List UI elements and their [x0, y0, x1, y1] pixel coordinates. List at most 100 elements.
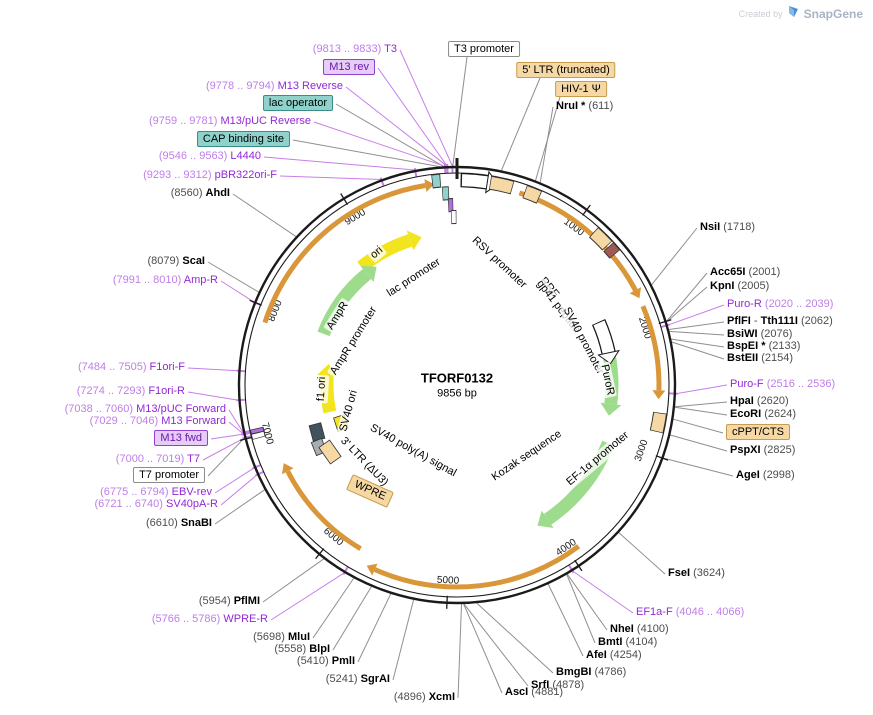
ltr3-box[interactable]: [318, 439, 342, 465]
ring-box-5-ltr-truncated[interactable]: [489, 176, 514, 194]
callout-fsei[interactable]: FseI (3624): [668, 566, 725, 581]
feature-arc-arrowhead[interactable]: [366, 563, 378, 576]
callout-lac-operator[interactable]: lac operator: [262, 95, 333, 111]
callout-nsii[interactable]: NsiI (1718): [700, 220, 755, 235]
ring-box-gp41-peptide[interactable]: [604, 243, 620, 258]
callout-nrui-pos: (611): [588, 100, 614, 112]
primer-site-mark: [254, 470, 265, 477]
callout-amp-r[interactable]: (7991 .. 8010) Amp-R: [113, 273, 218, 288]
leader-line: [262, 558, 325, 603]
tick-mark: [239, 436, 253, 442]
callout-kpni[interactable]: KpnI (2005): [710, 279, 769, 294]
callout-f1ori-f[interactable]: (7484 .. 7505) F1ori-F: [78, 360, 185, 375]
ring-box-m13-fwd-site[interactable]: [250, 427, 264, 434]
leader-line: [187, 391, 239, 401]
callout-sv40pa-r-primer: SV40pA-R: [166, 498, 218, 510]
callout-t7-promoter[interactable]: T7 promoter: [133, 467, 205, 483]
callout-m13-reverse-primer: M13 Reverse: [277, 80, 343, 92]
callout-xcmi[interactable]: (4896) XcmI: [394, 690, 455, 705]
feature-arc[interactable]: [262, 183, 426, 324]
ring-box-cap-binding-site[interactable]: [432, 174, 441, 188]
callout-t7-primer[interactable]: (7000 .. 7019) T7: [116, 452, 200, 467]
callout-agei[interactable]: AgeI (2998): [736, 468, 795, 483]
callout-acc65i-enzyme: Acc65I: [710, 266, 749, 278]
feature-arrowhead-ori[interactable]: [406, 230, 422, 251]
callout-bsiwi[interactable]: BsiWI (2076): [727, 327, 792, 342]
leader-line: [335, 103, 444, 167]
leader-line: [220, 474, 258, 506]
callout-ahdi[interactable]: (8560) AhdI: [171, 186, 230, 201]
callout-bmgbi[interactable]: BmgBI (4786): [556, 665, 626, 680]
callout-xcmi-enzyme: XcmI: [428, 691, 455, 703]
callout-cppt-cts[interactable]: cPPT/CTS: [726, 424, 790, 440]
feature-arc-arrowhead[interactable]: [281, 463, 294, 475]
callout-t3-primer[interactable]: (9813 .. 9833) T3: [313, 42, 397, 57]
callout-m13-reverse[interactable]: (9778 .. 9794) M13 Reverse: [206, 79, 343, 94]
callout-f1ori-r[interactable]: (7274 .. 7293) F1ori-R: [77, 384, 185, 399]
feature-arrowhead-puror[interactable]: [600, 402, 622, 416]
leader-line: [666, 286, 708, 323]
callout-l4440[interactable]: (9546 .. 9563) L4440: [159, 149, 261, 164]
callout-blpi[interactable]: (5558) BlpI: [274, 642, 330, 657]
callout-m13-puc-forward[interactable]: (7038 .. 7060) M13/pUC Forward: [65, 402, 226, 417]
callout-5-ltr-truncated[interactable]: 5' LTR (truncated): [516, 62, 616, 78]
callout-wpre-r[interactable]: (5766 .. 5786) WPRE-R: [152, 612, 268, 627]
callout-sv40pa-r[interactable]: (6721 .. 6740) SV40pA-R: [94, 497, 218, 512]
callout-pmli[interactable]: (5410) PmlI: [297, 654, 355, 669]
callout-asci[interactable]: AscI (4881): [505, 685, 563, 700]
callout-srfi[interactable]: SrfI (4878): [531, 678, 584, 693]
callout-nrui[interactable]: NruI * (611): [556, 99, 613, 114]
callout-ecori[interactable]: EcoRI (2624): [730, 407, 796, 422]
callout-pflfi-tth111i-enzyme: PflFI: [727, 315, 754, 327]
feature-arc-arrowhead[interactable]: [424, 179, 435, 192]
callout-m13-forward[interactable]: (7029 .. 7046) M13 Forward: [90, 414, 226, 429]
callout-bsteii[interactable]: BstEII (2154): [727, 351, 793, 366]
callout-bmti-enzyme: BmtI: [598, 636, 626, 648]
callout-nhei[interactable]: NheI (4100): [610, 622, 669, 637]
ring-box-t7-promoter[interactable]: [251, 431, 265, 439]
feature-arc[interactable]: [640, 305, 662, 391]
feature-arrowhead-ef1a-promoter[interactable]: [537, 510, 554, 528]
callout-m13-puc-reverse[interactable]: (9759 .. 9781) M13/pUC Reverse: [149, 114, 311, 129]
ring-box-rre[interactable]: [590, 228, 612, 250]
callout-sgrai[interactable]: (5241) SgrAI: [326, 672, 390, 687]
callout-cap-binding-site[interactable]: CAP binding site: [196, 131, 290, 147]
leader-line: [220, 280, 255, 303]
feature-arc-arrowhead[interactable]: [652, 390, 666, 400]
callout-puro-r[interactable]: Puro-R (2020 .. 2039): [727, 297, 833, 312]
callout-bmti[interactable]: BmtI (4104): [598, 635, 657, 650]
feature-arc[interactable]: [373, 544, 581, 590]
feature-arrowhead-ampr[interactable]: [360, 265, 377, 282]
callout-scai[interactable]: (8079) ScaI: [148, 254, 206, 269]
callout-puro-f[interactable]: Puro-F (2516 .. 2536): [730, 377, 835, 392]
ring-box-hiv-1-psi[interactable]: [523, 186, 542, 203]
callout-pflfi-tth111i[interactable]: PflFI - Tth111I (2062): [727, 314, 833, 329]
leader-line: [667, 304, 725, 326]
feature-arc-arrowhead[interactable]: [629, 287, 642, 299]
callout-lac-operator-tag: lac operator: [268, 97, 327, 109]
callout-t3-promoter[interactable]: T3 promoter: [448, 41, 520, 57]
ring-box-cppt-cts[interactable]: [650, 412, 666, 433]
callout-pbr322ori-f[interactable]: (9293 .. 9312) pBR322ori-F: [143, 168, 277, 183]
callout-afei[interactable]: AfeI (4254): [586, 648, 642, 663]
callout-pspxi[interactable]: PspXI (2825): [730, 443, 795, 458]
callout-bspei[interactable]: BspEI * (2133): [727, 339, 800, 354]
callout-m13-fwd-tag[interactable]: M13 fwd: [154, 430, 208, 446]
callout-m13-fwd-tag-tag: M13 fwd: [160, 432, 202, 444]
callout-ebv-rev[interactable]: (6775 .. 6794) EBV-rev: [100, 485, 212, 500]
callout-ef1a-f[interactable]: EF1a-F (4046 .. 4066): [636, 605, 744, 620]
snapgene-brand[interactable]: SnapGene: [803, 7, 863, 21]
callout-pflmi[interactable]: (5954) PflMI: [199, 594, 260, 609]
callout-snabi[interactable]: (6610) SnaBI: [146, 516, 212, 531]
callout-m13-rev-tag[interactable]: M13 rev: [323, 59, 375, 75]
callout-mlui[interactable]: (5698) MluI: [253, 630, 310, 645]
callout-scai-pos: (8079): [147, 255, 183, 267]
callout-hiv1-psi[interactable]: HIV-1 Ψ: [555, 81, 607, 97]
feature-arc[interactable]: [285, 470, 362, 551]
created-by-text: Created by: [738, 9, 783, 19]
leader-line: [666, 272, 708, 322]
callout-acc65i[interactable]: Acc65I (2001): [710, 265, 780, 280]
callout-cap-binding-site-tag: CAP binding site: [202, 133, 284, 145]
feature-arrowhead-sv40-promoter[interactable]: [597, 349, 620, 365]
callout-hpai[interactable]: HpaI (2620): [730, 394, 789, 409]
